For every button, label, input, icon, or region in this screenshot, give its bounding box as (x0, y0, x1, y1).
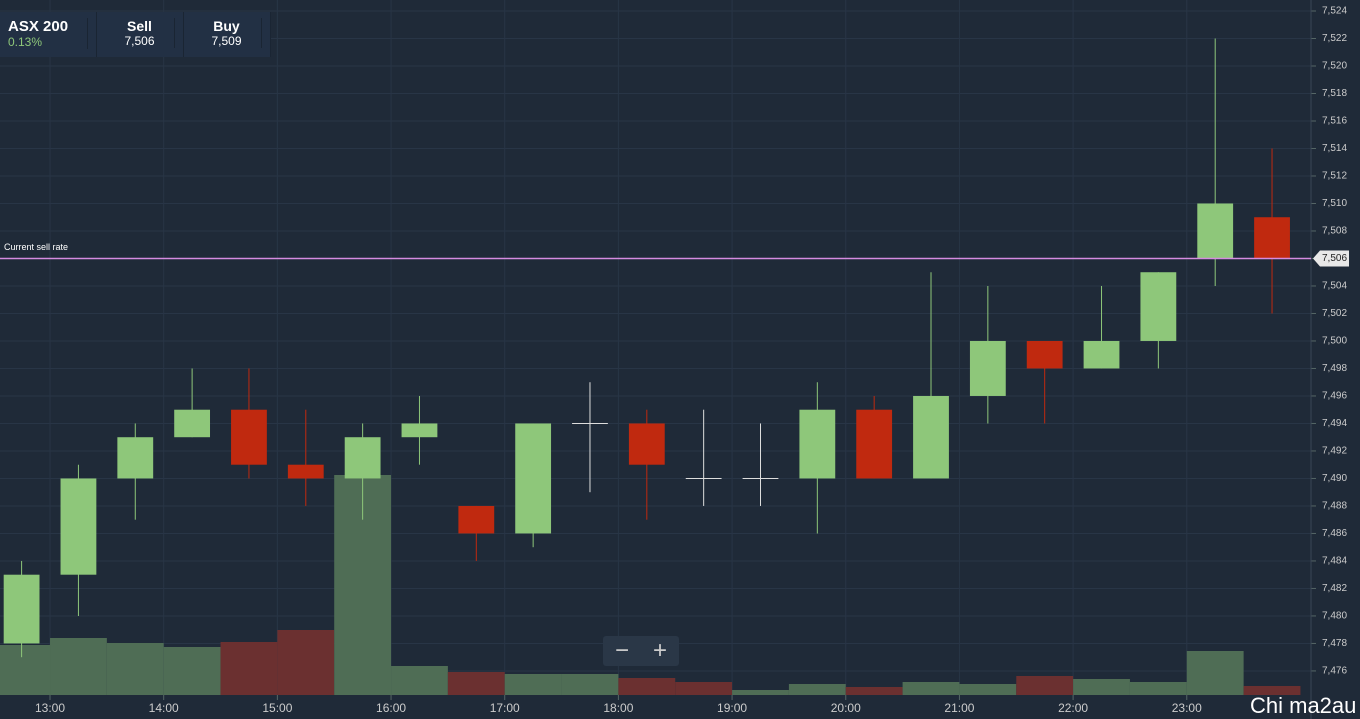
volume-bar (391, 666, 448, 695)
change: 0.13% (8, 35, 88, 49)
y-tick-label: 7,488 (1322, 501, 1347, 512)
quote-panel: ASX 200 0.13% Sell 7,506 Buy 7,509 (0, 12, 271, 57)
candle-body (913, 395, 949, 479)
candle-body (117, 437, 154, 479)
volume-bar (277, 630, 335, 695)
x-tick-label: 16:00 (376, 701, 406, 715)
volume-bar (845, 687, 903, 695)
sell-price: 7,506 (105, 34, 175, 48)
volume-bar (902, 682, 960, 695)
x-tick-label: 17:00 (490, 701, 520, 715)
x-tick-label: 20:00 (831, 701, 861, 715)
x-tick-label: 15:00 (262, 701, 292, 715)
candle-body (344, 437, 381, 479)
sell-label: Sell (105, 18, 175, 34)
candle-body (287, 464, 324, 479)
candle-body (1197, 203, 1234, 259)
volume-bar (220, 642, 278, 695)
x-tick-label: 23:00 (1172, 701, 1202, 715)
current-rate-value: 7,506 (1322, 253, 1347, 264)
y-tick-label: 7,480 (1322, 611, 1347, 622)
watermark: Chi ma2au (1250, 693, 1357, 718)
x-tick-label: 14:00 (149, 701, 179, 715)
y-tick-label: 7,490 (1322, 473, 1347, 484)
volume-bar (504, 674, 562, 695)
buy-price: 7,509 (192, 34, 262, 48)
volume-bar (447, 672, 505, 695)
y-tick-label: 7,502 (1322, 308, 1347, 319)
volume-bar (788, 684, 846, 695)
candle-body (60, 478, 97, 575)
y-tick-label: 7,478 (1322, 638, 1347, 649)
y-tick-label: 7,496 (1322, 391, 1347, 402)
y-tick-label: 7,512 (1322, 171, 1347, 182)
current-rate-label: Current sell rate (4, 242, 68, 252)
buy-label: Buy (192, 18, 262, 34)
volume-bar (561, 674, 619, 695)
volume-bar (163, 647, 221, 695)
candle-body (174, 409, 211, 438)
candle-body (3, 574, 40, 644)
x-tick-label: 19:00 (717, 701, 747, 715)
y-tick-label: 7,524 (1322, 6, 1347, 17)
candle-body (1254, 217, 1290, 259)
y-tick-label: 7,492 (1322, 446, 1347, 457)
volume-bar (732, 690, 789, 695)
buy-box[interactable]: Buy 7,509 (184, 12, 271, 57)
y-tick-label: 7,500 (1322, 336, 1347, 347)
y-tick-label: 7,520 (1322, 61, 1347, 72)
x-tick-label: 18:00 (603, 701, 633, 715)
y-tick-label: 7,516 (1322, 116, 1347, 127)
y-tick-label: 7,508 (1322, 226, 1347, 237)
candle-body (515, 423, 552, 534)
volume-bar (959, 684, 1017, 695)
candle-body (401, 423, 438, 438)
x-tick-label: 13:00 (35, 701, 65, 715)
volume-bar (1073, 679, 1130, 695)
instrument: ASX 200 (8, 18, 88, 35)
candle-body (1026, 340, 1063, 369)
current-rate-badge (1313, 250, 1349, 267)
candle-body (799, 409, 836, 479)
y-tick-label: 7,498 (1322, 363, 1347, 374)
y-tick-label: 7,482 (1322, 583, 1347, 594)
candle-body (458, 505, 495, 534)
volume-bar (1186, 651, 1244, 695)
volume-bar (1243, 686, 1301, 695)
y-tick-label: 7,484 (1322, 556, 1347, 567)
candle-body (1140, 272, 1177, 341)
sell-box[interactable]: Sell 7,506 (97, 12, 184, 57)
x-tick-label: 22:00 (1058, 701, 1088, 715)
candle-body (969, 340, 1006, 396)
volume-bar (1129, 682, 1187, 695)
y-tick-label: 7,514 (1322, 143, 1347, 154)
candle-body (231, 409, 267, 465)
candle-body (628, 423, 665, 465)
zoom-controls: − + (603, 636, 679, 666)
candle-body (1083, 340, 1120, 369)
y-tick-label: 7,494 (1322, 418, 1347, 429)
volume-bar (1016, 676, 1074, 695)
y-tick-label: 7,510 (1322, 198, 1347, 209)
zoom-out[interactable]: − (614, 637, 629, 664)
instrument-box: ASX 200 0.13% (0, 12, 97, 57)
volume-bar (106, 643, 164, 695)
volume-bar (50, 638, 107, 695)
volume-bar (675, 682, 733, 695)
y-tick-label: 7,486 (1322, 528, 1347, 539)
y-tick-label: 7,504 (1322, 281, 1347, 292)
volume-bar (618, 678, 676, 695)
zoom-in[interactable]: + (652, 637, 667, 664)
x-tick-label: 21:00 (944, 701, 974, 715)
volume-bar (0, 645, 51, 695)
y-tick-label: 7,518 (1322, 88, 1347, 99)
y-tick-label: 7,476 (1322, 666, 1347, 677)
y-tick-label: 7,522 (1322, 33, 1347, 44)
candle-body (856, 409, 893, 479)
